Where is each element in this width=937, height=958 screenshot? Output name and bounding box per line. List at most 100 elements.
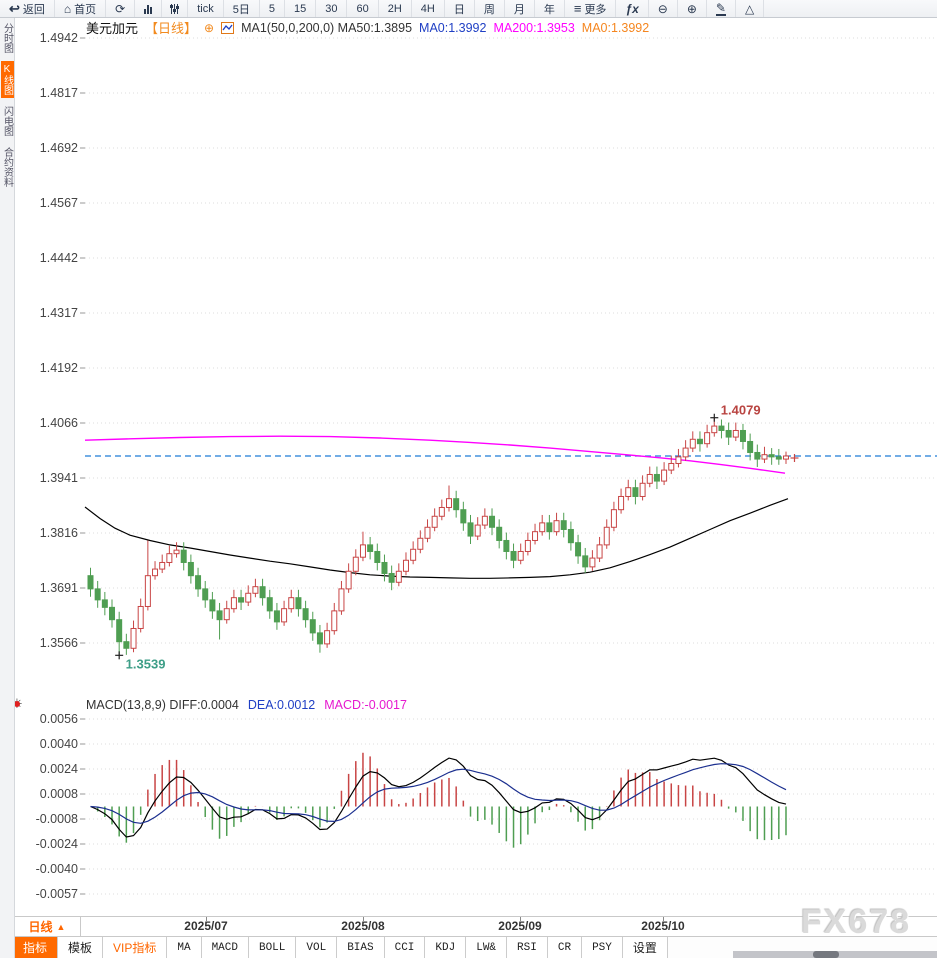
period-selector[interactable]: 日线 ▲ [14, 917, 81, 936]
svg-text:1.4066: 1.4066 [40, 416, 78, 430]
tab-vip-indicator[interactable]: VIP指标 [103, 937, 168, 958]
tab-lwr[interactable]: LW& [466, 937, 508, 958]
tab-cr[interactable]: CR [547, 937, 583, 958]
toolbar-refresh-button[interactable]: ⟳ [106, 0, 136, 17]
macd-dea-line [90, 763, 787, 824]
tab-template[interactable]: 模板 [58, 937, 104, 958]
toolbar-back-label: 返回 [22, 3, 45, 16]
chart-title-row: 美元加元 【日线】 ⊕ MA1(50,0,200,0) MA50:1.3895 … [86, 20, 650, 37]
candles [87, 417, 789, 656]
ma50-legend: MA1(50,0,200,0) MA50:1.3895 [241, 20, 413, 35]
svg-text:-0.0057: -0.0057 [36, 887, 78, 901]
svg-text:1.4692: 1.4692 [40, 141, 78, 155]
add-compare-icon[interactable]: ⊕ [204, 20, 215, 35]
sidebar-item-kline[interactable]: K线图 [0, 61, 14, 98]
svg-text:1.4442: 1.4442 [40, 251, 78, 265]
svg-text:-0.0040: -0.0040 [36, 862, 78, 876]
tab-indicator[interactable]: 指标 [12, 937, 59, 958]
toolbar-more-button[interactable]: ≡ 更多 [565, 0, 617, 17]
toolbar-fx-button[interactable]: ƒx [616, 0, 649, 17]
toolbar-15min-button[interactable]: 15 [285, 0, 317, 17]
toolbar-year-button[interactable]: 年 [535, 0, 565, 17]
macd-legend-row: MACD(13,8,9) DIFF:0.0004 DEA:0.0012 MACD… [86, 697, 407, 712]
svg-text:1.4567: 1.4567 [40, 196, 78, 210]
toolbar-draw-button[interactable]: ✎ [707, 0, 736, 17]
low-annotation: 1.3539 [126, 656, 166, 671]
x-axis-bar: 日线 ▲ 2025/07 2025/08 2025/09 2025/10 [14, 916, 937, 937]
toolbar-4hour-label: 4H [420, 2, 435, 15]
x-axis-tick [206, 917, 207, 921]
toolbar-30min-button[interactable]: 30 [316, 0, 348, 17]
svg-text:1.4317: 1.4317 [40, 306, 78, 320]
toolbar-day-label: 日 [453, 3, 465, 16]
toolbar-5min-button[interactable]: 5 [260, 0, 285, 17]
toolbar-2hour-button[interactable]: 2H [379, 0, 412, 17]
shapes-icon: △ [744, 1, 755, 16]
toolbar-back-button[interactable]: ↩ 返回 [0, 0, 55, 17]
tab-rsi[interactable]: RSI [507, 937, 548, 958]
zoom-out-icon: ⊖ [657, 1, 668, 16]
tab-macd[interactable]: MACD [201, 937, 249, 958]
period-label: 【日线】 [145, 21, 198, 36]
tab-psy[interactable]: PSY [582, 937, 623, 958]
tab-ma[interactable]: MA [167, 937, 202, 958]
tab-boll[interactable]: BOLL [248, 937, 297, 958]
toolbar-4hour-button[interactable]: 4H [412, 0, 445, 17]
tab-cci[interactable]: CCI [384, 937, 426, 958]
indicator-settings-icon[interactable]: ✳ [10, 697, 24, 711]
svg-text:0.0040: 0.0040 [40, 737, 78, 751]
tab-kdj[interactable]: KDJ [425, 937, 467, 958]
svg-text:1.3941: 1.3941 [40, 471, 78, 485]
fx678-watermark: FX678 [801, 903, 912, 941]
toolbar-month-button[interactable]: 月 [505, 0, 535, 17]
toolbar-5day-label: 5日 [232, 3, 250, 16]
main-grid: 1.4942 1.4817 1.4692 1.4567 1.4442 1.4317 1.41… [36, 31, 937, 901]
toolbar-30min-label: 30 [325, 2, 338, 15]
toolbar-year-label: 年 [543, 3, 555, 16]
toolbar-zoom-in-button[interactable]: ⊕ [678, 0, 707, 17]
top-toolbar: ↩ 返回 ⌂ 首页 ⟳ tick 5日 5 15 30 60 2H 4H 日周月年 ≡ 更多 ƒx ⊖ ⊕ ✎ △ [0, 0, 937, 18]
instrument-name: 美元加元 [86, 21, 139, 36]
sidebar-item-timeshare[interactable]: 分时图 [1, 23, 13, 53]
bar-chart-icon [144, 4, 153, 14]
tab-settings[interactable]: 设置 [622, 937, 668, 958]
toolbar-60min-button[interactable]: 60 [347, 0, 379, 17]
toolbar-zoom-out-button[interactable]: ⊖ [649, 0, 678, 17]
toolbar-tick-button[interactable]: tick [188, 0, 224, 17]
svg-text:1.3691: 1.3691 [40, 581, 78, 595]
sidebar-item-contract-info[interactable]: 合约资料 [1, 147, 13, 187]
scrollbar-thumb[interactable] [813, 951, 839, 958]
svg-text:1.3816: 1.3816 [40, 526, 78, 540]
ma0-blue-legend: MA0:1.3992 [419, 20, 487, 35]
x-axis-month-label: 2025/09 [498, 919, 542, 933]
macd-value-label: MACD:-0.0017 [324, 697, 407, 712]
ma200-line [84, 435, 786, 474]
ma50-line [84, 498, 789, 579]
toolbar-week-button[interactable]: 周 [475, 0, 505, 17]
toolbar-5day-button[interactable]: 5日 [224, 0, 260, 17]
x-axis-tick [363, 917, 364, 921]
toolbar-day-button[interactable]: 日 [445, 0, 475, 17]
toolbar-month-label: 月 [513, 3, 525, 16]
toolbar-tick-label: tick [197, 2, 214, 15]
more-icon: ≡ [573, 1, 582, 16]
sidebar-item-lightning[interactable]: 闪电图 [1, 106, 13, 136]
toolbar-home-button[interactable]: ⌂ 首页 [55, 0, 107, 17]
svg-text:1.3566: 1.3566 [40, 636, 78, 650]
home-icon: ⌂ [63, 1, 72, 16]
svg-text:-0.0024: -0.0024 [36, 837, 78, 851]
horizontal-scrollbar[interactable] [733, 951, 937, 958]
tab-vol[interactable]: VOL [296, 937, 338, 958]
macd-histogram [96, 752, 787, 848]
toolbar-60min-label: 60 [356, 2, 369, 15]
tab-bias[interactable]: BIAS [337, 937, 385, 958]
toolbar-chart-type-button[interactable] [135, 0, 163, 17]
ma0-orange-legend: MA0:1.3992 [581, 20, 650, 35]
toolbar-indicators-panel-button[interactable] [162, 0, 189, 17]
x-axis-tick [663, 917, 664, 921]
chevron-up-icon: ▲ [56, 921, 66, 932]
toolbar-home-label: 首页 [74, 3, 97, 16]
toolbar-shapes-button[interactable]: △ [736, 0, 765, 17]
x-axis-tick [520, 917, 521, 921]
